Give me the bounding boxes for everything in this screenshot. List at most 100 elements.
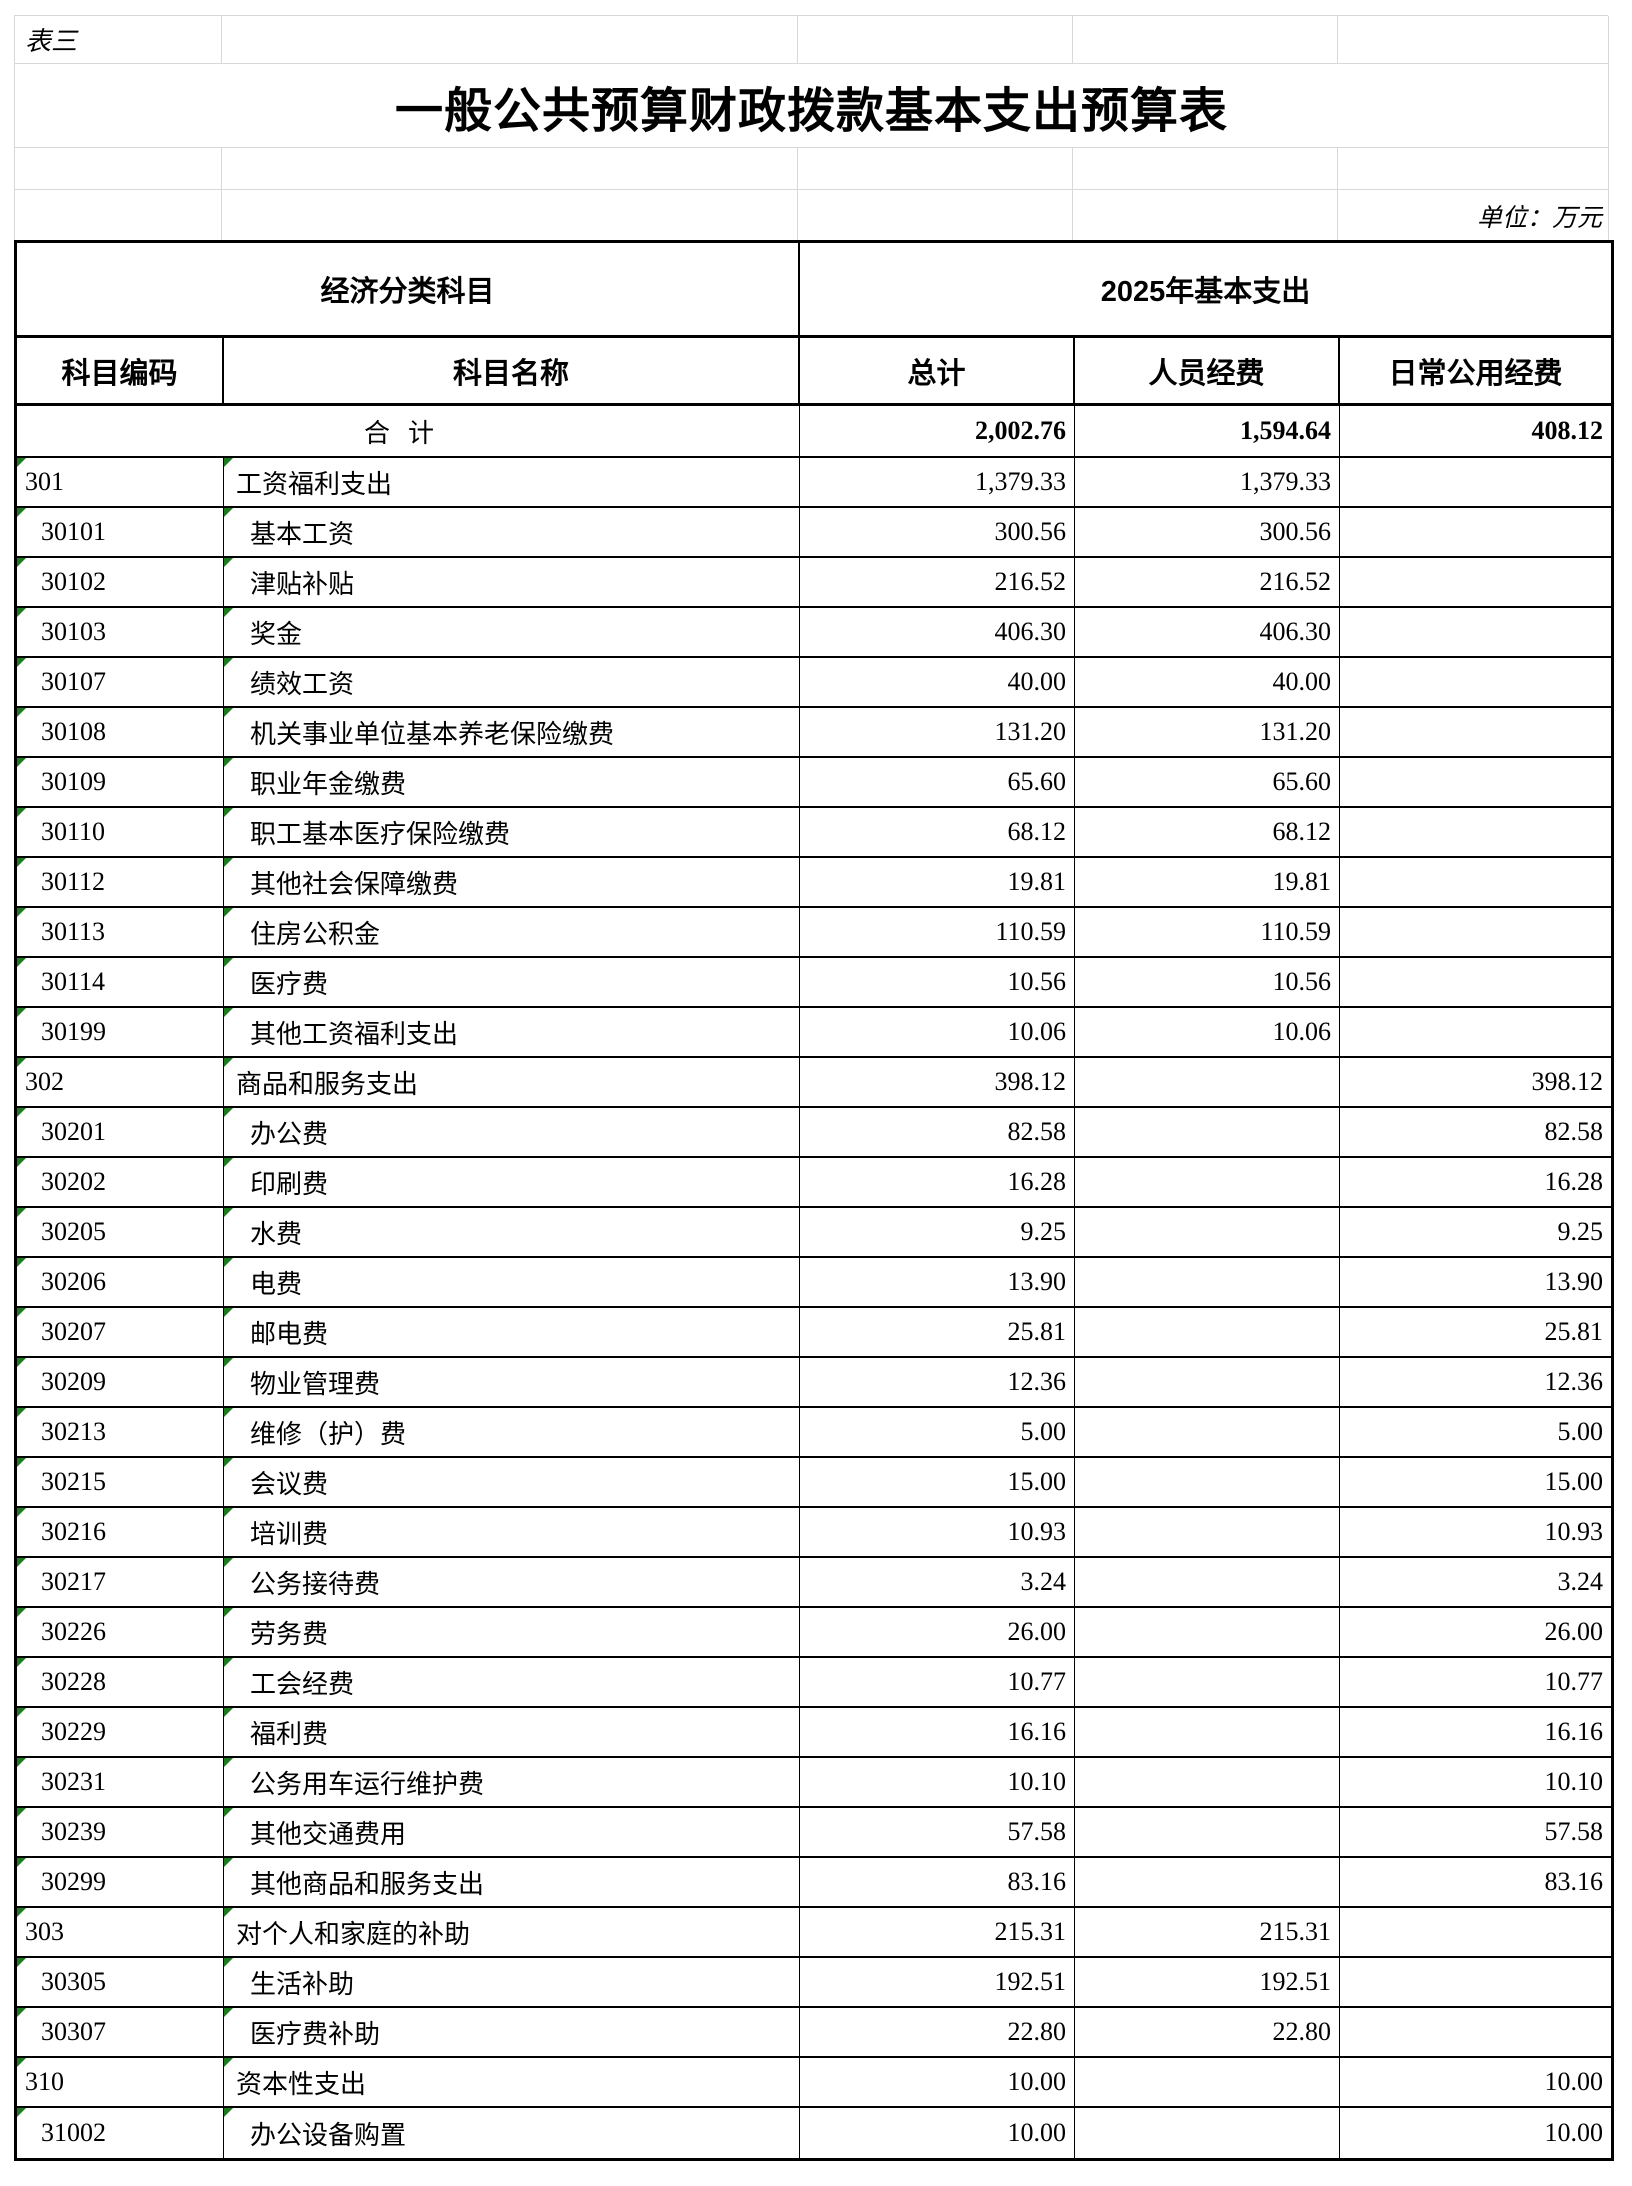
subject-name-cell[interactable]: 生活补助 [224,1958,801,2008]
subject-code-cell[interactable]: 30307 [17,2008,224,2058]
subject-name-cell[interactable]: 公务接待费 [224,1558,801,1608]
subject-code-cell[interactable]: 30213 [17,1408,224,1458]
sheet-cell[interactable] [15,190,222,241]
subject-name-cell[interactable]: 福利费 [224,1708,801,1758]
total-value-cell[interactable]: 12.36 [800,1358,1076,1408]
total-value-cell[interactable]: 110.59 [800,908,1076,958]
subject-name-cell[interactable]: 公务用车运行维护费 [224,1758,801,1808]
daily-value-cell[interactable]: 16.16 [1340,1708,1612,1758]
subject-code-cell[interactable]: 30217 [17,1558,224,1608]
total-value-cell[interactable]: 10.06 [800,1008,1076,1058]
personnel-value-cell[interactable]: 215.31 [1075,1908,1341,1958]
daily-value-cell[interactable]: 13.90 [1340,1258,1612,1308]
daily-value-cell[interactable] [1340,608,1612,658]
daily-value-cell[interactable]: 25.81 [1340,1308,1612,1358]
subject-code-cell[interactable]: 30305 [17,1958,224,2008]
personnel-value-cell[interactable]: 10.06 [1075,1008,1341,1058]
total-value-cell[interactable]: 26.00 [800,1608,1076,1658]
total-value-cell[interactable]: 406.30 [800,608,1076,658]
subject-name-cell[interactable]: 医疗费补助 [224,2008,801,2058]
total-value-cell[interactable]: 10.93 [800,1508,1076,1558]
daily-value-cell[interactable] [1340,758,1612,808]
daily-value-cell[interactable]: 10.10 [1340,1758,1612,1808]
daily-value-cell[interactable] [1340,458,1612,508]
personnel-value-cell[interactable]: 19.81 [1075,858,1341,908]
subject-code-cell[interactable]: 30108 [17,708,224,758]
total-value-cell[interactable]: 398.12 [800,1058,1076,1108]
daily-value-cell[interactable] [1340,1908,1612,1958]
subject-code-cell[interactable]: 30228 [17,1658,224,1708]
subject-name-cell[interactable]: 基本工资 [224,508,801,558]
daily-value-cell[interactable] [1340,1958,1612,2008]
subject-code-cell[interactable]: 30206 [17,1258,224,1308]
daily-value-cell[interactable] [1340,958,1612,1008]
subject-name-cell[interactable]: 物业管理费 [224,1358,801,1408]
total-value-cell[interactable]: 83.16 [800,1858,1076,1908]
daily-value-cell[interactable]: 83.16 [1340,1858,1612,1908]
subject-name-cell[interactable]: 资本性支出 [224,2058,801,2108]
subject-code-cell[interactable]: 30102 [17,558,224,608]
header-2025-basic-expenditure[interactable]: 2025年基本支出 [800,243,1612,338]
daily-value-cell[interactable]: 57.58 [1340,1808,1612,1858]
personnel-value-cell[interactable] [1075,1308,1341,1358]
subject-code-cell[interactable]: 30107 [17,658,224,708]
daily-value-cell[interactable]: 9.25 [1340,1208,1612,1258]
daily-value-cell[interactable] [1340,908,1612,958]
daily-value-cell[interactable] [1340,808,1612,858]
personnel-value-cell[interactable]: 10.56 [1075,958,1341,1008]
sheet-cell[interactable] [1338,148,1609,190]
total-value-cell[interactable]: 82.58 [800,1108,1076,1158]
col-header-subject-name[interactable]: 科目名称 [224,338,801,406]
col-header-total[interactable]: 总计 [800,338,1076,406]
sheet-cell[interactable] [798,190,1073,241]
sheet-cell[interactable] [798,148,1073,190]
total-value-cell[interactable]: 16.28 [800,1158,1076,1208]
document-title-cell[interactable]: 一般公共预算财政拨款基本支出预算表 [15,64,1609,148]
subject-code-cell[interactable]: 30215 [17,1458,224,1508]
subject-code-cell[interactable]: 30114 [17,958,224,1008]
total-value-cell[interactable]: 10.10 [800,1758,1076,1808]
subject-code-cell[interactable]: 30112 [17,858,224,908]
daily-value-cell[interactable] [1340,508,1612,558]
total-label-cell[interactable]: 合计 [17,406,801,458]
sheet-cell[interactable] [1073,16,1338,64]
total-value-cell[interactable]: 16.16 [800,1708,1076,1758]
sheet-cell[interactable] [1338,16,1609,64]
personnel-value-cell[interactable] [1075,1658,1341,1708]
subject-code-cell[interactable]: 30202 [17,1158,224,1208]
total-personnel-cell[interactable]: 1,594.64 [1075,406,1341,458]
personnel-value-cell[interactable] [1075,1608,1341,1658]
sheet-cell[interactable] [222,16,798,64]
col-header-personnel-funds[interactable]: 人员经费 [1075,338,1341,406]
daily-value-cell[interactable]: 398.12 [1340,1058,1612,1108]
subject-name-cell[interactable]: 其他商品和服务支出 [224,1858,801,1908]
total-value-cell[interactable]: 10.00 [800,2058,1076,2108]
total-value-cell[interactable]: 15.00 [800,1458,1076,1508]
personnel-value-cell[interactable] [1075,1458,1341,1508]
sheet-cell[interactable] [222,190,798,241]
subject-name-cell[interactable]: 其他社会保障缴费 [224,858,801,908]
header-economic-classification[interactable]: 经济分类科目 [17,243,801,338]
personnel-value-cell[interactable] [1075,1208,1341,1258]
subject-name-cell[interactable]: 其他工资福利支出 [224,1008,801,1058]
total-value-cell[interactable]: 131.20 [800,708,1076,758]
sheet-cell[interactable] [1073,148,1338,190]
personnel-value-cell[interactable] [1075,1358,1341,1408]
subject-name-cell[interactable]: 邮电费 [224,1308,801,1358]
subject-code-cell[interactable]: 303 [17,1908,224,1958]
total-value-cell[interactable]: 19.81 [800,858,1076,908]
personnel-value-cell[interactable]: 1,379.33 [1075,458,1341,508]
personnel-value-cell[interactable]: 40.00 [1075,658,1341,708]
total-daily-cell[interactable]: 408.12 [1340,406,1612,458]
subject-code-cell[interactable]: 30299 [17,1858,224,1908]
personnel-value-cell[interactable] [1075,1058,1341,1108]
personnel-value-cell[interactable]: 192.51 [1075,1958,1341,2008]
subject-name-cell[interactable]: 对个人和家庭的补助 [224,1908,801,1958]
subject-code-cell[interactable]: 30209 [17,1358,224,1408]
total-sum-cell[interactable]: 2,002.76 [800,406,1076,458]
total-value-cell[interactable]: 5.00 [800,1408,1076,1458]
daily-value-cell[interactable]: 10.00 [1340,2108,1611,2158]
daily-value-cell[interactable]: 10.00 [1340,2058,1612,2108]
subject-code-cell[interactable]: 30231 [17,1758,224,1808]
daily-value-cell[interactable]: 3.24 [1340,1558,1612,1608]
